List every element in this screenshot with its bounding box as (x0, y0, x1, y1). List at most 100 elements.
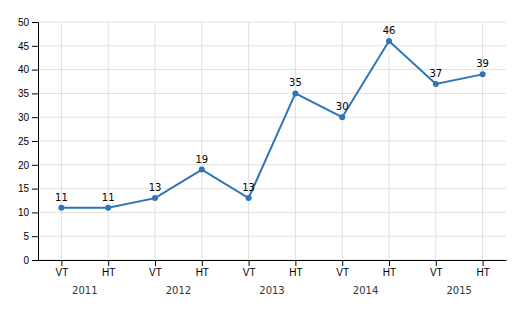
grid-line-x (155, 22, 156, 260)
point (246, 195, 252, 201)
y-tick: 45 (18, 41, 38, 52)
x-tick-mark (295, 260, 296, 266)
x-tick-label: VT (243, 267, 256, 278)
y-axis: 0 5 10 15 20 25 30 35 40 45 50 (18, 17, 39, 266)
point (386, 38, 392, 44)
point (480, 71, 486, 77)
x-tick: VT (149, 260, 162, 278)
y-tick-mark (32, 165, 38, 166)
data-label: 11 (102, 192, 115, 203)
x-tick-label: VT (149, 267, 162, 278)
y-tick-label: 45 (18, 41, 30, 52)
y-tick-label: 5 (23, 231, 29, 242)
data-label: 35 (289, 77, 302, 88)
x-tick: HT (196, 260, 209, 278)
x-tick-label: HT (196, 267, 209, 278)
y-tick-label: 35 (18, 88, 30, 99)
grid-line-x (61, 22, 62, 260)
y-tick: 50 (18, 17, 38, 28)
y-tick-mark (32, 46, 38, 47)
data-labels: 11111319133530463739 (55, 25, 489, 203)
data-label: 19 (195, 154, 208, 165)
y-tick-label: 25 (18, 136, 30, 147)
grid-line-x (435, 22, 436, 260)
x-tick-label: HT (102, 267, 115, 278)
point (292, 90, 298, 96)
x-tick-mark (202, 260, 203, 266)
x-tick: HT (476, 260, 489, 278)
x-tick: VT (430, 260, 443, 278)
y-tick-label: 50 (18, 17, 30, 28)
x-tick: HT (102, 260, 115, 278)
group-label: 2015 (446, 285, 471, 296)
y-tick-mark (32, 117, 38, 118)
group-label: 2014 (353, 285, 378, 296)
x-tick-mark (155, 260, 156, 266)
y-tick: 15 (18, 183, 38, 194)
line (61, 41, 482, 208)
x-tick-label: VT (56, 267, 69, 278)
y-tick: 40 (18, 64, 38, 75)
grid-line-x (342, 22, 343, 260)
group-label: 2011 (72, 285, 97, 296)
x-tick: VT (56, 260, 69, 278)
y-tick-mark (32, 260, 38, 261)
x-tick: VT (336, 260, 349, 278)
data-label: 13 (242, 182, 255, 193)
y-tick: 5 (23, 231, 38, 242)
y-tick-label: 15 (18, 183, 30, 194)
y-tick-label: 20 (18, 160, 30, 171)
x-tick: VT (243, 260, 256, 278)
data-label: 37 (429, 68, 442, 79)
plot-area: 0 5 10 15 20 25 30 35 40 45 50 VT HT VT HT VT HT VT HT VT HT… (18, 17, 507, 296)
grid-line-x (108, 22, 109, 260)
y-tick-label: 40 (18, 64, 30, 75)
grid-line-x (201, 22, 202, 260)
y-tick-mark (32, 236, 38, 237)
point (58, 205, 64, 211)
grid-line-x (389, 22, 390, 260)
x-tick-mark (108, 260, 109, 266)
y-tick: 30 (18, 112, 38, 123)
y-tick: 25 (18, 136, 38, 147)
point (433, 81, 439, 87)
y-tick-mark (32, 70, 38, 71)
chart-container: 0 5 10 15 20 25 30 35 40 45 50 VT HT VT HT VT HT VT HT VT HT… (0, 0, 522, 310)
x-tick-mark (249, 260, 250, 266)
y-tick: 35 (18, 88, 38, 99)
y-tick-label: 10 (18, 207, 30, 218)
grid-line-x (248, 22, 249, 260)
x-tick-mark (436, 260, 437, 266)
x-tick-mark (483, 260, 484, 266)
y-tick-mark (32, 141, 38, 142)
y-tick: 10 (18, 207, 38, 218)
annotations: 20112012201320142015 (72, 285, 472, 296)
y-tick: 0 (23, 255, 38, 266)
x-tick: HT (383, 260, 396, 278)
y-tick-mark (32, 212, 38, 213)
x-axis: VT HT VT HT VT HT VT HT VT HT (39, 260, 507, 278)
point (339, 114, 345, 120)
x-tick: HT (289, 260, 302, 278)
grid (38, 22, 506, 260)
x-tick-mark (342, 260, 343, 266)
y-tick-mark (32, 93, 38, 94)
point (105, 205, 111, 211)
data-label: 46 (383, 25, 396, 36)
x-tick-label: HT (289, 267, 302, 278)
data-label: 11 (55, 192, 68, 203)
x-tick-mark (389, 260, 390, 266)
data-label: 30 (336, 101, 349, 112)
grid-line-x (295, 22, 296, 260)
x-tick-label: VT (336, 267, 349, 278)
marks (58, 38, 485, 211)
point (199, 167, 205, 173)
y-tick: 20 (18, 160, 38, 171)
point (152, 195, 158, 201)
x-tick-mark (61, 260, 62, 266)
x-tick-label: HT (476, 267, 489, 278)
data-label: 13 (149, 182, 162, 193)
chart: 0 5 10 15 20 25 30 35 40 45 50 VT HT VT HT VT HT VT HT VT HT… (0, 0, 522, 310)
y-tick-mark (32, 22, 38, 23)
x-tick-label: VT (430, 267, 443, 278)
